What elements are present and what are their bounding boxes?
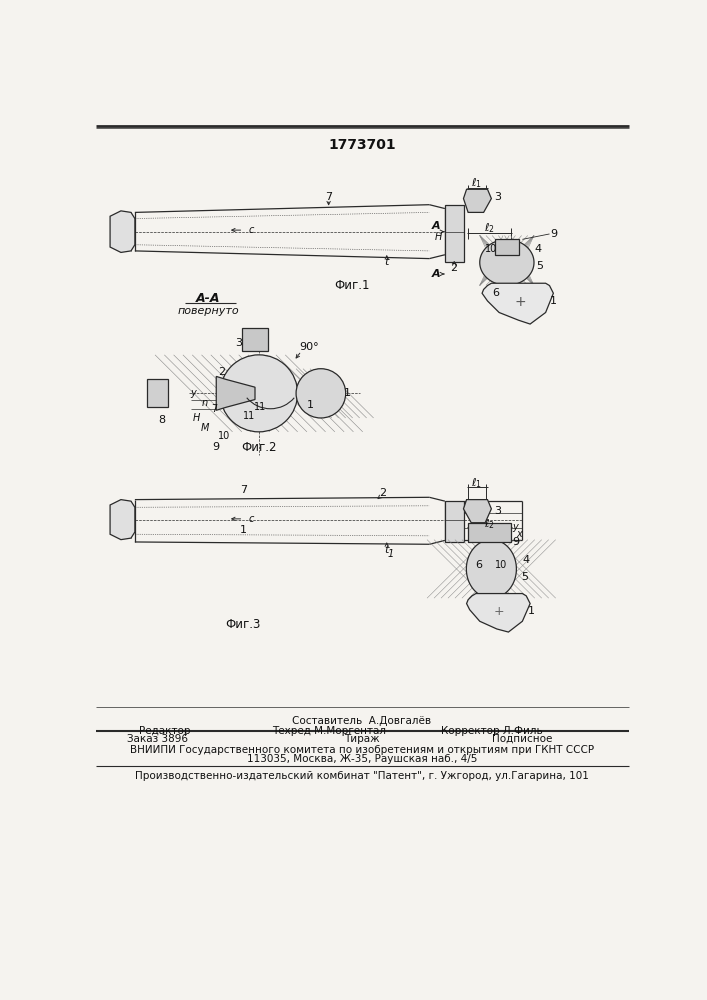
Text: H: H: [193, 413, 201, 423]
Text: 1773701: 1773701: [328, 138, 396, 152]
Text: Техред М.Моргентал: Техред М.Моргентал: [271, 726, 385, 736]
Text: 9: 9: [213, 442, 220, 452]
Text: A: A: [431, 269, 440, 279]
Polygon shape: [467, 594, 530, 632]
Polygon shape: [110, 211, 135, 252]
Text: $\ell_1$: $\ell_1$: [471, 176, 482, 190]
Text: Фиг.3: Фиг.3: [226, 618, 261, 631]
Text: повернуто: повернуто: [177, 306, 239, 316]
Text: 1: 1: [528, 606, 535, 616]
Text: n: n: [201, 398, 208, 408]
Text: 2: 2: [380, 488, 387, 498]
Text: c: c: [248, 225, 254, 235]
Text: 9: 9: [550, 229, 557, 239]
Text: 6: 6: [475, 560, 482, 570]
Text: 7: 7: [240, 485, 247, 495]
Text: 1: 1: [240, 525, 247, 535]
Bar: [495, 239, 518, 255]
Polygon shape: [464, 500, 491, 523]
Text: 7: 7: [325, 192, 332, 202]
Polygon shape: [110, 500, 135, 540]
Text: 4: 4: [534, 244, 542, 254]
Text: 1: 1: [307, 400, 314, 410]
Text: 1: 1: [550, 296, 557, 306]
Text: $\ell_2$: $\ell_2$: [484, 222, 494, 235]
Text: A: A: [431, 221, 440, 231]
Bar: [445, 205, 464, 262]
Text: 1: 1: [387, 549, 394, 559]
Polygon shape: [216, 376, 255, 410]
Text: 11: 11: [255, 402, 267, 412]
Text: $\ell_1$: $\ell_1$: [471, 476, 482, 490]
Text: t: t: [385, 545, 389, 555]
Text: 6: 6: [492, 288, 498, 298]
Text: 11: 11: [243, 411, 256, 421]
Text: 7: 7: [211, 404, 217, 414]
Text: +: +: [514, 295, 526, 309]
Text: 5: 5: [536, 261, 543, 271]
Circle shape: [296, 369, 346, 418]
Bar: [468, 523, 510, 542]
Text: ВНИИПИ Государственного комитета по изобретениям и открытиям при ГКНТ СССР: ВНИИПИ Государственного комитета по изоб…: [130, 745, 594, 755]
Circle shape: [220, 355, 298, 432]
Text: 3: 3: [494, 192, 501, 202]
Text: y: y: [190, 388, 196, 398]
Text: y: y: [513, 522, 518, 532]
Polygon shape: [464, 189, 491, 212]
Text: 10: 10: [495, 560, 508, 570]
Bar: [146, 379, 168, 407]
Text: 2: 2: [450, 263, 457, 273]
Text: $\ell_2$: $\ell_2$: [484, 517, 494, 531]
Text: 1: 1: [344, 388, 351, 398]
Text: Фиг.2: Фиг.2: [241, 441, 276, 454]
Text: Подписное: Подписное: [492, 734, 553, 744]
Text: 10: 10: [218, 431, 230, 441]
Text: 10: 10: [485, 244, 498, 254]
Text: А-А: А-А: [197, 292, 221, 305]
Text: 3: 3: [494, 506, 501, 516]
Text: 113035, Москва, Ж-35, Раушская наб., 4/5: 113035, Москва, Ж-35, Раушская наб., 4/5: [247, 754, 477, 764]
Text: H: H: [435, 232, 443, 242]
Bar: [445, 501, 464, 542]
Text: +: +: [493, 605, 504, 618]
Text: Составитель  А.Довгалёв: Составитель А.Довгалёв: [293, 716, 431, 726]
Text: Заказ 3896: Заказ 3896: [127, 734, 188, 744]
Text: Производственно-издательский комбинат "Патент", г. Ужгород, ул.Гагарина, 101: Производственно-издательский комбинат "П…: [135, 771, 589, 781]
Text: t: t: [385, 257, 389, 267]
Polygon shape: [480, 240, 534, 285]
Polygon shape: [242, 328, 268, 351]
Text: M: M: [201, 423, 209, 433]
Polygon shape: [467, 540, 516, 598]
Text: 3: 3: [235, 338, 242, 348]
Text: Фиг.1: Фиг.1: [334, 279, 370, 292]
Text: 8: 8: [158, 415, 165, 425]
Text: c: c: [248, 514, 254, 524]
Text: Редактор: Редактор: [139, 726, 190, 736]
Text: 4: 4: [522, 555, 530, 565]
Text: x: x: [516, 529, 522, 539]
Polygon shape: [482, 283, 554, 324]
Text: Тираж: Тираж: [344, 734, 380, 744]
Text: 2: 2: [218, 367, 226, 377]
Text: Корректор Л.Филь: Корректор Л.Филь: [440, 726, 542, 736]
Text: 90°: 90°: [300, 342, 319, 352]
Text: 9: 9: [513, 537, 520, 547]
Text: 5: 5: [521, 572, 528, 582]
